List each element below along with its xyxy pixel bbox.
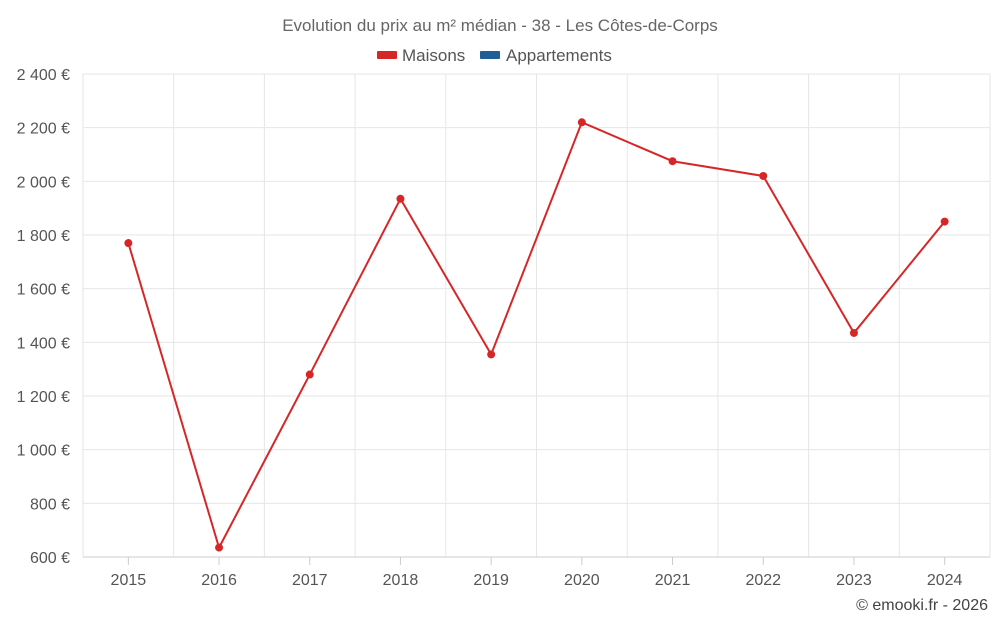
- y-tick-label: 1 400 €: [17, 335, 70, 352]
- data-point[interactable]: [668, 157, 677, 166]
- x-tick-label: 2015: [111, 572, 147, 589]
- x-tick-label: 2016: [201, 572, 237, 589]
- x-tick-label: 2024: [927, 572, 963, 589]
- legend-label-maisons[interactable]: Maisons: [402, 46, 465, 65]
- legend-swatch-maisons: [377, 51, 397, 59]
- grid: [82, 73, 991, 557]
- y-tick-label: 2 000 €: [17, 174, 70, 191]
- data-point[interactable]: [759, 171, 768, 180]
- y-tick-label: 1 800 €: [17, 228, 70, 245]
- y-tick-label: 2 400 €: [17, 67, 70, 84]
- chart-title: Evolution du prix au m² médian - 38 - Le…: [282, 16, 718, 35]
- x-axis: 2015 2016 2017 2018 2019 2020 2021 2022 2023 2024: [83, 556, 990, 589]
- series-line-maisons[interactable]: [127, 121, 946, 549]
- y-tick-label: 1 600 €: [17, 282, 70, 299]
- data-point[interactable]: [940, 217, 949, 226]
- y-tick-label: 2 200 €: [17, 121, 70, 138]
- y-tick-label: 1 200 €: [17, 389, 70, 406]
- data-point[interactable]: [305, 370, 314, 379]
- x-tick-label: 2018: [383, 572, 419, 589]
- x-tick-label: 2022: [745, 572, 781, 589]
- data-point[interactable]: [849, 328, 858, 337]
- data-point[interactable]: [396, 194, 405, 203]
- x-tick-label: 2020: [564, 572, 600, 589]
- y-axis: 600 € 800 € 1 000 € 1 200 € 1 400 € 1 600 € 1 …: [17, 67, 70, 567]
- x-tick-label: 2021: [655, 572, 691, 589]
- data-point[interactable]: [487, 350, 496, 359]
- y-tick-label: 1 000 €: [17, 443, 70, 460]
- legend-label-appartements[interactable]: Appartements: [506, 46, 612, 65]
- y-tick-label: 800 €: [30, 496, 70, 513]
- data-point[interactable]: [577, 118, 586, 127]
- x-tick-label: 2017: [292, 572, 328, 589]
- series-layer: [124, 118, 949, 552]
- x-tick-label: 2023: [836, 572, 872, 589]
- y-tick-label: 600 €: [30, 550, 70, 567]
- credit-text: © emooki.fr - 2026: [856, 597, 988, 614]
- legend: Maisons Appartements: [377, 46, 612, 65]
- x-tick-label: 2019: [473, 572, 509, 589]
- data-point[interactable]: [215, 543, 224, 552]
- data-point[interactable]: [124, 239, 133, 248]
- legend-swatch-appartements: [480, 51, 500, 59]
